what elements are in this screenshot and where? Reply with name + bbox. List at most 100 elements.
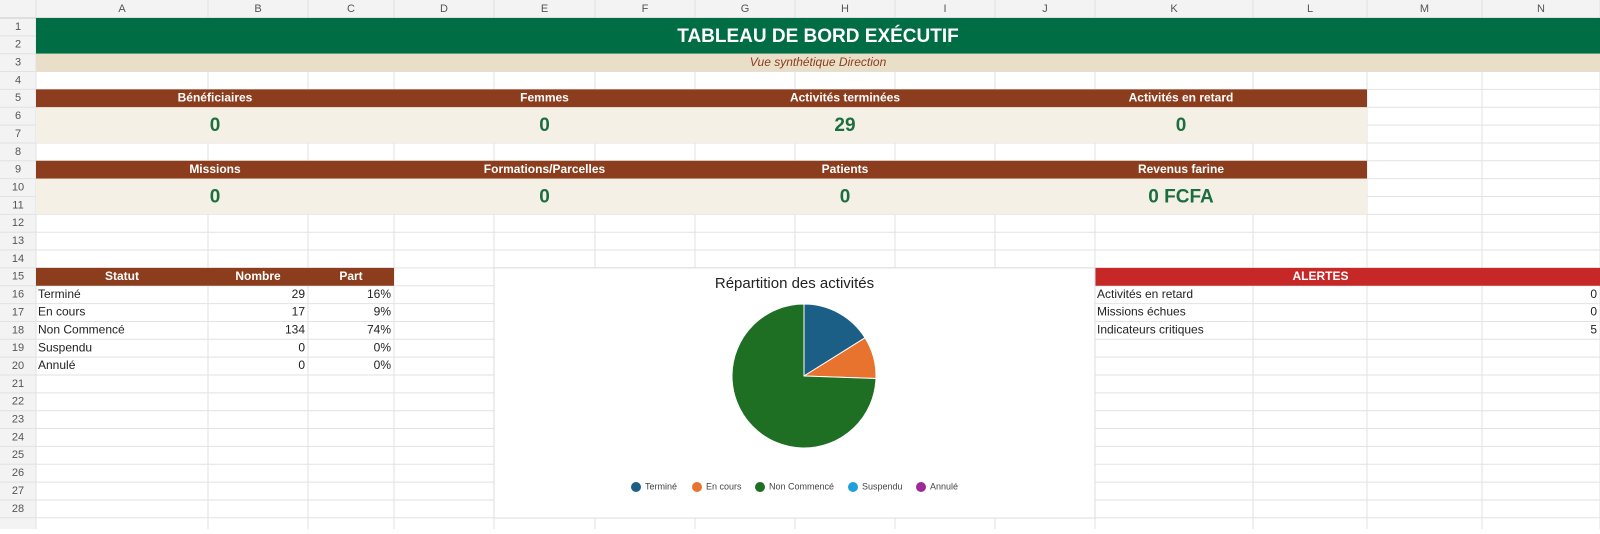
kpi-value: 0: [840, 187, 851, 208]
row-number: 10: [12, 181, 24, 193]
row-number: 19: [12, 342, 24, 354]
column-letter: K: [1170, 3, 1178, 15]
table-header: Part: [339, 269, 362, 283]
kpi-label: Patients: [822, 162, 869, 176]
column-letter: H: [841, 3, 849, 15]
status-name: Suspendu: [38, 340, 92, 354]
row-number: 20: [12, 360, 24, 372]
legend-swatch: [755, 482, 765, 492]
row-number: 3: [15, 57, 21, 69]
legend-label: Annulé: [930, 481, 958, 491]
row-number: 26: [12, 467, 24, 479]
status-name: En cours: [38, 305, 85, 319]
column-letter: G: [741, 3, 750, 15]
status-share: 0%: [374, 358, 392, 372]
row-number: 11: [12, 199, 23, 211]
column-letter: D: [440, 3, 448, 15]
kpi-label-band: [36, 160, 1367, 179]
row-number: 1: [15, 21, 21, 33]
kpi-label: Activités terminées: [790, 90, 900, 104]
row-number: 27: [12, 485, 24, 497]
row-number: 5: [15, 92, 21, 104]
row-number: 6: [15, 110, 21, 122]
row-header-bar: [0, 0, 36, 529]
row-number: 21: [12, 378, 24, 390]
column-letter: I: [943, 3, 946, 15]
kpi-value: 0: [539, 115, 550, 136]
title-band: [36, 18, 1600, 54]
kpi-value: 0: [210, 115, 221, 136]
kpi-value-band: [36, 178, 1367, 215]
table-header: Nombre: [235, 269, 281, 283]
column-letter: B: [254, 3, 261, 15]
status-count: 29: [292, 287, 306, 301]
row-number: 28: [12, 503, 24, 515]
kpi-value-band: [36, 107, 1367, 143]
status-count: 134: [285, 323, 305, 337]
kpi-label: Missions: [189, 162, 241, 176]
column-letter: M: [1420, 3, 1429, 15]
column-letter: L: [1307, 3, 1313, 15]
legend-label: Terminé: [645, 481, 677, 491]
table-header-band: [36, 267, 394, 286]
subtitle: Vue synthétique Direction: [750, 55, 887, 69]
kpi-label: Activités en retard: [1129, 90, 1234, 104]
row-number: 22: [12, 396, 24, 408]
row-number: 23: [12, 414, 24, 426]
row-number: 13: [12, 235, 24, 247]
legend-label: En cours: [706, 481, 742, 491]
column-letter: C: [347, 3, 355, 15]
column-letter: J: [1042, 3, 1048, 15]
row-number: 4: [15, 74, 21, 86]
row-number: 18: [12, 324, 24, 336]
kpi-label: Revenus farine: [1138, 162, 1224, 176]
kpi-label-band: [36, 89, 1367, 108]
row-number: 17: [12, 306, 24, 318]
status-share: 74%: [367, 323, 391, 337]
row-number: 15: [12, 271, 24, 283]
column-letter: N: [1537, 3, 1545, 15]
kpi-label: Bénéficiaires: [178, 90, 253, 104]
legend-swatch: [916, 482, 926, 492]
subtitle-band: [36, 53, 1600, 72]
kpi-value: 0: [539, 187, 550, 208]
row-number: 25: [12, 449, 24, 461]
status-name: Non Commencé: [38, 323, 125, 337]
row-number: 12: [12, 217, 24, 229]
row-number: 14: [12, 253, 24, 265]
row-number: 16: [12, 289, 24, 301]
status-name: Annulé: [38, 358, 76, 372]
legend-label: Non Commencé: [769, 481, 834, 491]
row-number: 24: [12, 431, 24, 443]
kpi-label: Femmes: [520, 90, 569, 104]
title: TABLEAU DE BORD EXÉCUTIF: [677, 25, 958, 47]
status-count: 17: [292, 305, 306, 319]
alert-value: 0: [1590, 305, 1597, 319]
alert-label: Missions échues: [1097, 305, 1186, 319]
status-share: 0%: [374, 340, 392, 354]
kpi-value: 0 FCFA: [1148, 187, 1214, 208]
column-letter: A: [118, 3, 126, 15]
alert-label: Indicateurs critiques: [1097, 323, 1204, 337]
legend-swatch: [631, 482, 641, 492]
status-share: 9%: [374, 305, 392, 319]
status-count: 0: [298, 358, 305, 372]
pie-slice: [803, 303, 866, 377]
status-name: Terminé: [38, 287, 81, 301]
alert-value: 0: [1590, 287, 1597, 301]
row-number: 7: [15, 128, 21, 140]
kpi-value: 29: [834, 115, 855, 136]
status-share: 16%: [367, 287, 391, 301]
alert-value: 5: [1590, 323, 1597, 337]
row-number: 2: [15, 39, 21, 51]
status-count: 0: [298, 340, 305, 354]
alerts-title: ALERTES: [1292, 269, 1348, 283]
legend-swatch: [848, 482, 858, 492]
legend-swatch: [692, 482, 702, 492]
column-letter: E: [541, 3, 548, 15]
row-number: 8: [15, 146, 21, 158]
legend-label: Suspendu: [862, 481, 903, 491]
column-letter: F: [642, 3, 649, 15]
kpi-label: Formations/Parcelles: [484, 162, 606, 176]
